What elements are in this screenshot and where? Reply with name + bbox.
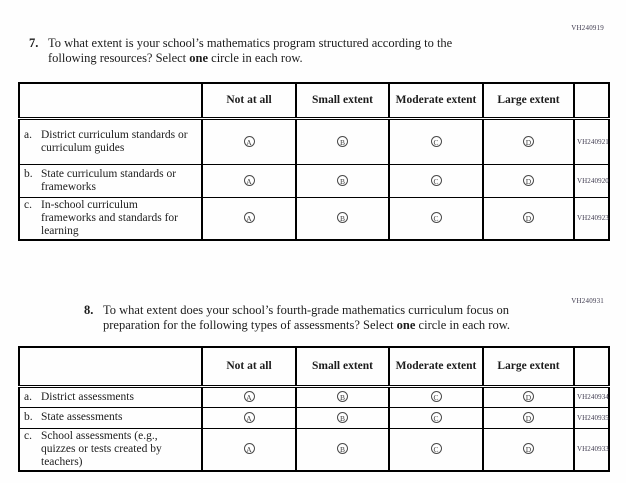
table-row: b. State assessments A B C D VH240935	[18, 406, 610, 429]
answer-bubble-b[interactable]: B	[337, 391, 348, 402]
answer-bubble-d[interactable]: D	[523, 411, 534, 423]
answer-bubble-d[interactable]: D	[523, 174, 534, 186]
answer-bubble-d[interactable]: D	[523, 212, 534, 223]
q8-header-row: Not at all Small extent Moderate extent …	[18, 346, 610, 388]
answer-bubble-d[interactable]: D	[523, 391, 534, 402]
q7-row-b-option-a-cell: A	[201, 163, 297, 198]
q8-row-a-label-cell: a. District assessments	[18, 385, 203, 408]
q8-header-code-col	[573, 346, 610, 388]
q8-row-c-label-cell: c. School assessments (e.g., quizzes or t…	[18, 427, 203, 471]
q7-row-a-label-cell: a. District curriculum standards or curri…	[18, 117, 203, 165]
q7-header-code-col	[573, 82, 610, 120]
answer-bubble-c[interactable]: C	[430, 212, 442, 223]
q7-row-c-option-d-cell: D	[482, 196, 575, 240]
q7-row-c-label-cell: c. In-school curriculum frameworks and st…	[18, 196, 203, 240]
table-row: c. School assessments (e.g., quizzes or t…	[18, 427, 610, 471]
q8-row-c-code: VH240933	[573, 427, 610, 471]
q7-text-line2: following resources? Select one circle i…	[48, 51, 303, 65]
q8-row-a-option-d-cell: D	[482, 385, 575, 408]
q8-row-b-option-b-cell: B	[295, 406, 390, 429]
question-7: 7. To what extent is your school’s mathe…	[29, 36, 452, 66]
q7-text: To what extent is your school’s mathemat…	[48, 36, 452, 66]
q8-row-c-option-b-cell: B	[295, 427, 390, 471]
q7-header-not-at-all: Not at all	[201, 82, 297, 120]
q8-text-line2: preparation for the following types of a…	[103, 318, 511, 332]
answer-bubble-a[interactable]: A	[243, 212, 255, 223]
q8-row-b-option-d-cell: D	[482, 406, 575, 429]
q7-header-small-extent: Small extent	[295, 82, 390, 120]
q7-row-c-option-c-cell: C	[388, 196, 484, 240]
q8-header-moderate-extent: Moderate extent	[388, 346, 484, 388]
answer-bubble-c[interactable]: C	[430, 135, 442, 147]
q8-text-line1: To what extent does your school’s fourth…	[103, 303, 509, 317]
q8-row-a-code: VH240934	[573, 385, 610, 408]
answer-bubble-a[interactable]: A	[243, 443, 255, 454]
table-row: b. State curriculum standards or framewor…	[18, 163, 610, 198]
q8-row-c-option-a-cell: A	[201, 427, 297, 471]
table-row: a. District assessments A B C D VH240934	[18, 385, 610, 408]
answer-bubble-a[interactable]: A	[243, 135, 255, 147]
q8-row-a-option-a-cell: A	[201, 385, 297, 408]
q7-header-moderate-extent: Moderate extent	[388, 82, 484, 120]
answer-bubble-c[interactable]: C	[430, 174, 442, 186]
answer-bubble-b[interactable]: B	[337, 212, 348, 223]
answer-bubble-d[interactable]: D	[523, 443, 534, 454]
q7-header-large-extent: Large extent	[482, 82, 575, 120]
q8-row-b-option-c-cell: C	[388, 406, 484, 429]
answer-bubble-b[interactable]: B	[337, 174, 348, 186]
q7-row-c-code: VH240923	[573, 196, 610, 240]
answer-bubble-b[interactable]: B	[337, 135, 348, 147]
q7-row-b-label-cell: b. State curriculum standards or framewor…	[18, 163, 203, 198]
q8-row-c-option-d-cell: D	[482, 427, 575, 471]
q7-number: 7.	[29, 36, 39, 50]
q8-header-small-extent: Small extent	[295, 346, 390, 388]
table-row: c. In-school curriculum frameworks and st…	[18, 196, 610, 240]
q8-text: To what extent does your school’s fourth…	[103, 303, 510, 333]
q8-response-table: Not at all Small extent Moderate extent …	[18, 346, 610, 472]
q7-header-row: Not at all Small extent Moderate extent …	[18, 82, 610, 120]
answer-bubble-b[interactable]: B	[337, 443, 348, 454]
q8-row-a-option-c-cell: C	[388, 385, 484, 408]
q7-row-c-option-b-cell: B	[295, 196, 390, 240]
q7-text-line1: To what extent is your school’s mathemat…	[48, 36, 453, 50]
q7-row-b-option-d-cell: D	[482, 163, 575, 198]
q7-item-code: VH240919	[571, 24, 604, 32]
q7-response-table: Not at all Small extent Moderate extent …	[18, 82, 610, 241]
answer-bubble-d[interactable]: D	[523, 135, 534, 147]
answer-bubble-a[interactable]: A	[243, 174, 255, 186]
q8-row-b-option-a-cell: A	[201, 406, 297, 429]
q7-row-a-option-a-cell: A	[201, 117, 297, 165]
q7-row-c-option-a-cell: A	[201, 196, 297, 240]
q8-row-c-option-c-cell: C	[388, 427, 484, 471]
answer-bubble-c[interactable]: C	[430, 411, 442, 423]
q8-row-b-code: VH240935	[573, 406, 610, 429]
q7-row-a-option-d-cell: D	[482, 117, 575, 165]
q7-row-b-code: VH240920	[573, 163, 610, 198]
q7-row-b-option-c-cell: C	[388, 163, 484, 198]
q8-header-empty	[18, 346, 203, 388]
q8-row-a-option-b-cell: B	[295, 385, 390, 408]
q7-header-empty	[18, 82, 203, 120]
answer-bubble-a[interactable]: A	[243, 411, 255, 423]
answer-bubble-a[interactable]: A	[243, 391, 255, 402]
q7-row-a-option-c-cell: C	[388, 117, 484, 165]
question-8: 8. To what extent does your school’s fou…	[84, 303, 510, 333]
q8-number: 8.	[84, 303, 94, 317]
q7-row-a-code: VH240921	[573, 117, 610, 165]
q8-header-not-at-all: Not at all	[201, 346, 297, 388]
answer-bubble-c[interactable]: C	[430, 391, 442, 402]
q8-header-large-extent: Large extent	[482, 346, 575, 388]
answer-bubble-c[interactable]: C	[430, 443, 442, 454]
q8-item-code: VH240931	[571, 297, 604, 305]
q8-row-b-label-cell: b. State assessments	[18, 406, 203, 429]
answer-bubble-b[interactable]: B	[337, 411, 348, 423]
q7-row-a-option-b-cell: B	[295, 117, 390, 165]
q7-row-b-option-b-cell: B	[295, 163, 390, 198]
table-row: a. District curriculum standards or curri…	[18, 117, 610, 165]
